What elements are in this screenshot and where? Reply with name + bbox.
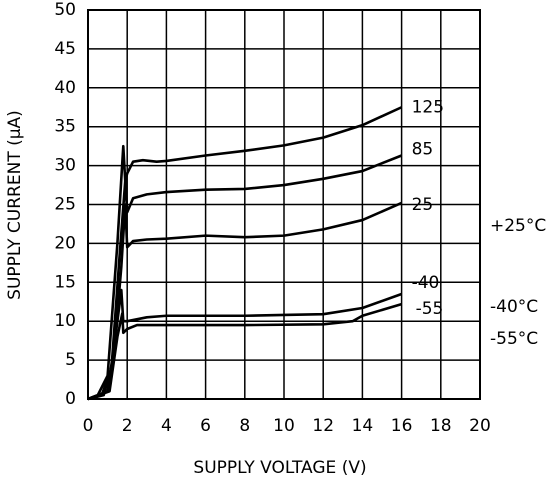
x-tick-label: 16 bbox=[391, 416, 413, 436]
data-line bbox=[87, 106, 403, 401]
y-tick-label: 40 bbox=[54, 78, 76, 98]
y-tick-label: 30 bbox=[54, 156, 76, 176]
y-tick-label: 15 bbox=[54, 272, 76, 292]
y-tick-label: 50 bbox=[54, 0, 76, 20]
plot-frame bbox=[87, 9, 481, 400]
series-label: 125 bbox=[412, 97, 444, 117]
series-label: 25 bbox=[412, 195, 434, 215]
annotation: -55°C bbox=[490, 329, 538, 349]
annotation: +25°C bbox=[490, 216, 546, 236]
y-tick-label: 45 bbox=[54, 39, 76, 59]
y-axis-label: SUPPLY CURRENT (μA) bbox=[5, 110, 25, 300]
data-line bbox=[87, 154, 403, 401]
y-tick-label: 10 bbox=[54, 311, 76, 331]
x-tick-label: 6 bbox=[200, 416, 211, 436]
x-tick-label: 8 bbox=[239, 416, 250, 436]
x-tick-label: 14 bbox=[352, 416, 374, 436]
y-tick-label: 20 bbox=[54, 233, 76, 253]
x-tick-label: 18 bbox=[430, 416, 452, 436]
x-tick-label: 10 bbox=[273, 416, 295, 436]
data-line bbox=[87, 302, 402, 401]
x-tick-label: 2 bbox=[122, 416, 133, 436]
x-tick-label: 0 bbox=[83, 416, 94, 436]
annotation: -40°C bbox=[490, 297, 538, 317]
x-tick-label: 20 bbox=[469, 416, 491, 436]
x-axis-label: SUPPLY VOLTAGE (V) bbox=[193, 458, 366, 478]
x-tick-label: 12 bbox=[312, 416, 334, 436]
y-tick-label: 25 bbox=[54, 195, 76, 215]
series-label: 85 bbox=[412, 139, 434, 159]
series-label: -40 bbox=[412, 273, 440, 293]
data-line bbox=[87, 288, 403, 401]
y-tick-label: 35 bbox=[54, 117, 76, 137]
x-tick-label: 4 bbox=[161, 416, 172, 436]
y-tick-label: 5 bbox=[65, 350, 76, 370]
series-label: -55 bbox=[416, 299, 444, 319]
y-tick-label: 0 bbox=[65, 389, 76, 409]
